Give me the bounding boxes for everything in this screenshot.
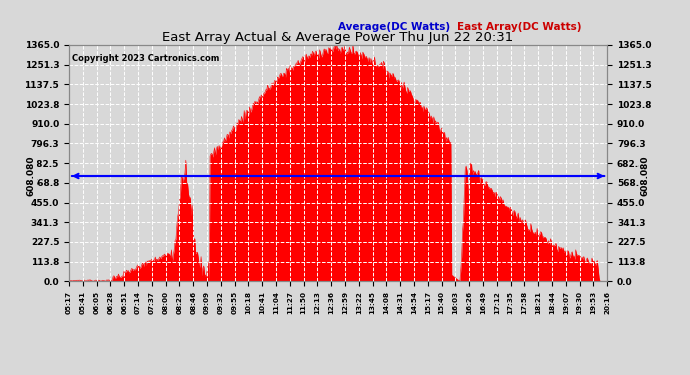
Text: Copyright 2023 Cartronics.com: Copyright 2023 Cartronics.com	[72, 54, 219, 63]
Title: East Array Actual & Average Power Thu Jun 22 20:31: East Array Actual & Average Power Thu Ju…	[162, 31, 514, 44]
Text: 608.080: 608.080	[640, 156, 649, 196]
Text: East Array(DC Watts): East Array(DC Watts)	[457, 22, 581, 32]
Text: Average(DC Watts): Average(DC Watts)	[338, 22, 451, 32]
Text: 608.080: 608.080	[27, 156, 36, 196]
